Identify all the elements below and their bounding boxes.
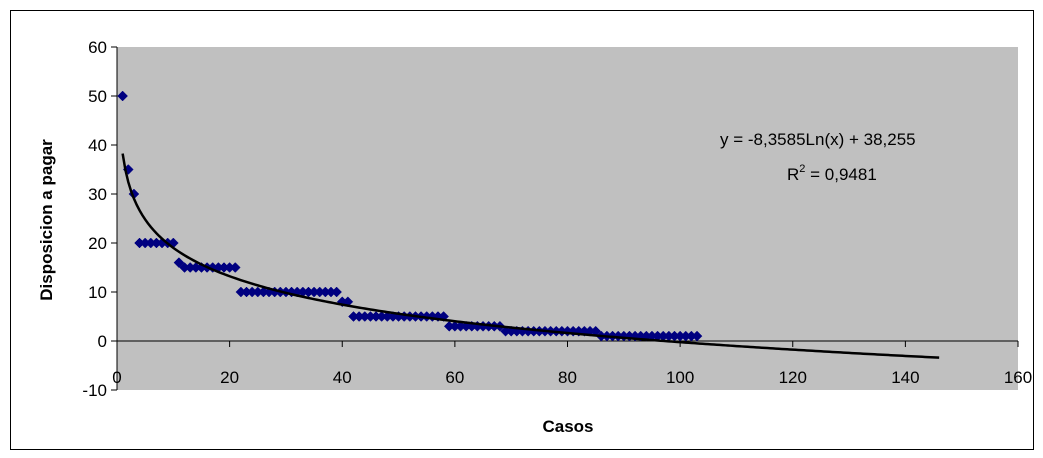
x-tick-label: 160 — [1004, 368, 1032, 387]
data-point — [229, 262, 241, 273]
data-point — [173, 257, 185, 268]
data-point — [691, 330, 703, 342]
x-tick-label: 60 — [445, 368, 464, 387]
trendline-equation: y = -8,3585Ln(x) + 38,255 — [720, 130, 916, 149]
data-point — [331, 286, 342, 298]
x-tick-label: 0 — [112, 368, 121, 387]
y-axis-title: Disposicion a pagar — [37, 139, 56, 301]
data-point — [117, 90, 128, 102]
y-tick-label: 40 — [88, 136, 107, 155]
y-tick-label: 30 — [88, 185, 107, 204]
y-tick-label: 50 — [88, 87, 107, 106]
y-tick-label: 10 — [88, 283, 107, 302]
x-axis-title: Casos — [542, 417, 593, 436]
y-tick-label: 0 — [98, 332, 107, 351]
x-tick-label: 140 — [891, 368, 919, 387]
trendline — [121, 153, 940, 359]
x-tick-label: 80 — [558, 368, 577, 387]
y-tick-label: 20 — [88, 234, 107, 253]
x-tick-label: 20 — [220, 368, 239, 387]
r-squared-prefix: R — [787, 165, 799, 184]
r-squared-superscript: 2 — [799, 163, 805, 175]
y-tick-label: 60 — [88, 38, 107, 57]
plot-area — [117, 47, 1018, 390]
x-tick-label: 100 — [666, 368, 694, 387]
y-tick-label: -10 — [82, 381, 107, 400]
r-squared-value: = 0,9481 — [805, 165, 876, 184]
x-tick-label: 40 — [333, 368, 352, 387]
r-squared-label: R2 = 0,9481 — [787, 163, 877, 184]
x-tick-label: 120 — [779, 368, 807, 387]
